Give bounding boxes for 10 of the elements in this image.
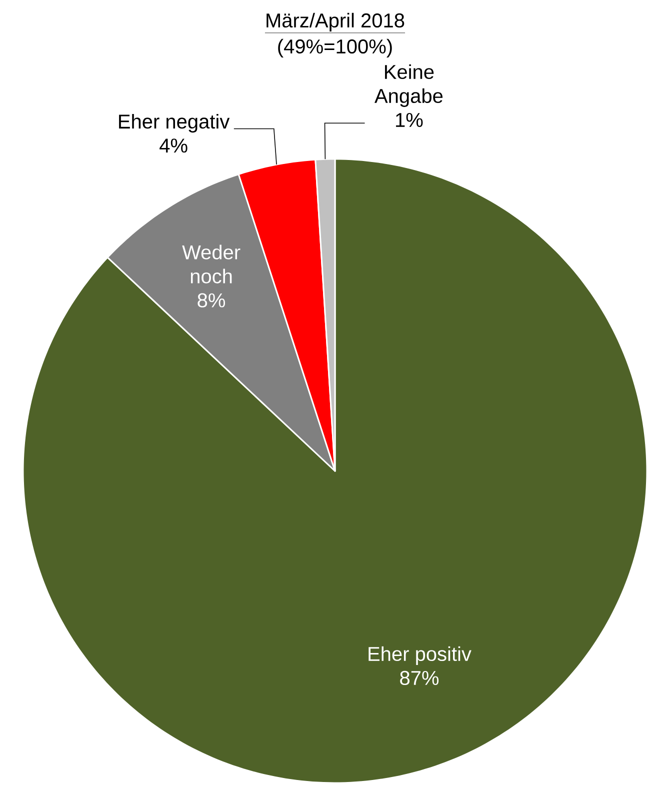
data-label: 8% [198,293,226,308]
chart-subtitle: (49%=100%) [278,38,392,58]
data-label: 4% [160,138,188,153]
slice-label: Eher positiv [368,646,472,666]
slice-label: Eher negativ [119,114,230,133]
slice-label: Weder noch [182,244,240,284]
chart-title: März/April 2018 [266,12,404,32]
slice-label: Keine Angabe [374,64,443,107]
data-label: 1% [396,112,423,127]
data-label: 87% [400,670,439,686]
